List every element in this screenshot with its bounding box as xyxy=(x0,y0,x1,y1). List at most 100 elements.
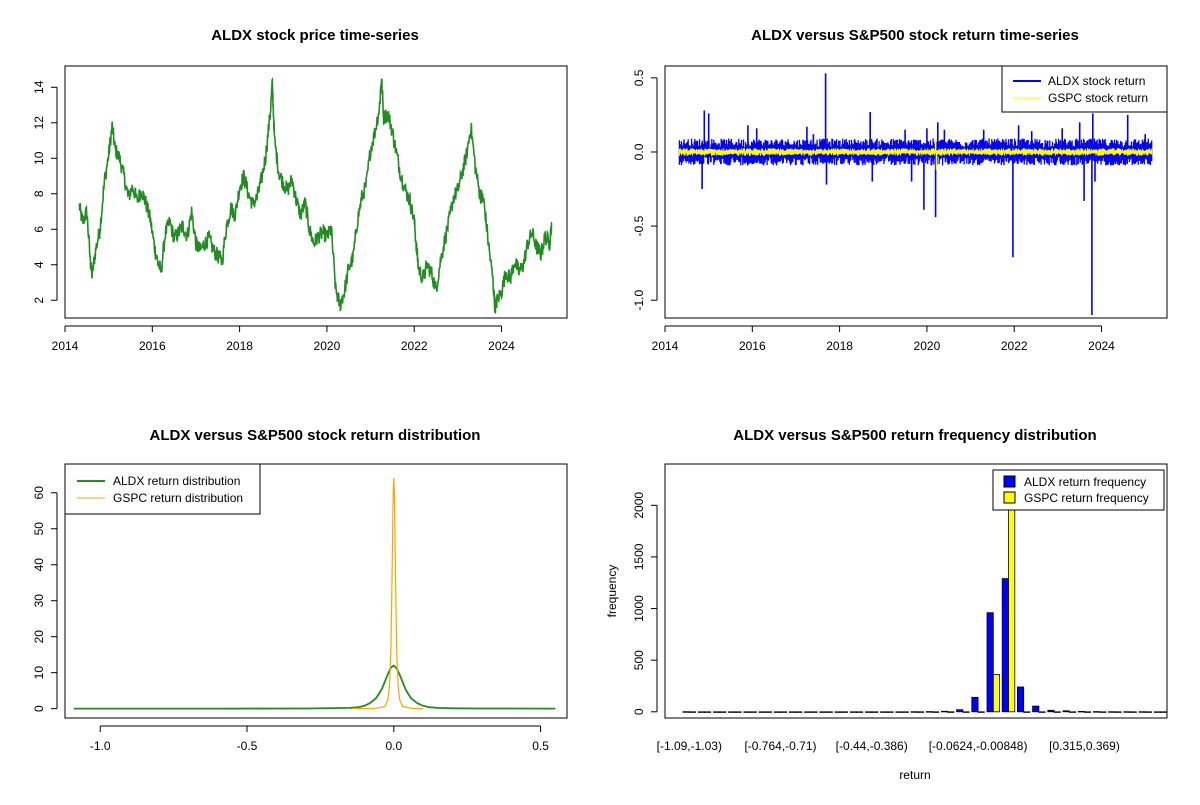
y-tick-label: 0 xyxy=(32,705,46,712)
aldx-frequency-bar xyxy=(941,710,949,713)
x-tick-label: [-0.0624,-0.00848) xyxy=(929,739,1028,753)
gspc-frequency-bar xyxy=(992,674,1000,713)
y-tick-label: 1500 xyxy=(632,543,646,570)
aldx-frequency-bar xyxy=(789,711,797,713)
gspc-frequency-bar xyxy=(1129,711,1137,713)
gspc-frequency-bar xyxy=(1144,711,1153,713)
legend-swatch-gspc xyxy=(1003,491,1016,504)
x-axis: 2014 2016 2018 2020 2022 2024 xyxy=(52,325,515,353)
y-tick-label: 20 xyxy=(32,630,46,644)
aldx-frequency-bar xyxy=(804,711,812,713)
aldx-frequency-bar xyxy=(1153,711,1161,713)
y-tick-label: 4 xyxy=(32,261,46,268)
aldx-frequency-bar xyxy=(697,711,705,713)
x-tick-label: 2016 xyxy=(139,339,166,353)
gspc-frequency-bar xyxy=(1068,711,1077,713)
gspc-frequency-bar xyxy=(749,711,757,713)
x-tick-label: 2022 xyxy=(1001,339,1028,353)
aldx-frequency-bar xyxy=(1138,711,1146,713)
gspc-frequency-bar xyxy=(764,711,772,713)
x-tick-label: 2024 xyxy=(488,339,515,353)
gspc-frequency-bar xyxy=(810,711,818,713)
gspc-frequency-bar xyxy=(780,711,788,713)
x-tick-label: [-0.764,-0.71) xyxy=(744,739,816,753)
gspc-frequency-bar xyxy=(688,711,696,713)
y-tick-label: 500 xyxy=(632,650,646,670)
aldx-frequency-bar xyxy=(1062,710,1070,713)
x-axis-label: return xyxy=(899,768,930,782)
y-tick-label: 8 xyxy=(32,190,46,197)
gspc-density-line xyxy=(352,477,424,710)
x-tick-label: 2018 xyxy=(226,339,253,353)
y-axis: 2 4 6 8 10 12 14 xyxy=(32,80,58,304)
x-axis: [-1.09,-1.03) [-0.764,-0.71) [-0.44,-0.386… xyxy=(657,739,1120,753)
chart-title: ALDX versus S&P500 return frequency dist… xyxy=(733,427,1096,444)
gspc-frequency-bar xyxy=(871,711,879,713)
plot-area xyxy=(73,477,556,710)
x-tick-label: 2020 xyxy=(914,339,941,353)
aldx-frequency-bar xyxy=(773,711,781,713)
panel-frequency: ALDX versus S&P500 return frequency dist… xyxy=(605,427,1168,782)
aldx-frequency-bar xyxy=(865,711,873,713)
gspc-frequency-bar xyxy=(1160,711,1168,713)
y-tick-label: 2000 xyxy=(632,492,646,519)
panel-price: ALDX stock price time-series 2014 2016 201… xyxy=(32,27,568,353)
y-tick-label: 30 xyxy=(32,594,46,608)
gspc-frequency-bar xyxy=(704,711,712,713)
x-tick-label: [-0.44,-0.386) xyxy=(836,739,908,753)
aldx-frequency-bar xyxy=(986,612,994,713)
y-axis: 0 10 20 30 40 50 60 xyxy=(32,486,58,712)
aldx-frequency-bar xyxy=(834,711,842,713)
aldx-frequency-bar xyxy=(971,696,979,713)
aldx-frequency-bar xyxy=(728,711,736,713)
aldx-frequency-bar xyxy=(1108,711,1116,713)
legend-box xyxy=(992,469,1165,511)
x-tick-label: [0.315,0.369) xyxy=(1049,739,1120,753)
aldx-frequency-bar xyxy=(713,711,721,713)
aldx-frequency-bar xyxy=(956,709,964,713)
aldx-frequency-bar xyxy=(895,711,903,713)
y-tick-label: -1.0 xyxy=(632,290,646,311)
gspc-frequency-bar xyxy=(962,711,970,713)
plot-frame xyxy=(664,463,1168,719)
aldx-frequency-bar xyxy=(682,711,690,713)
y-tick-label: 10 xyxy=(32,151,46,165)
x-tick-label: 2016 xyxy=(739,339,766,353)
legend: ALDX stock return GSPC stock return xyxy=(1001,65,1168,113)
legend-box xyxy=(1001,65,1168,113)
gspc-frequency-bar xyxy=(886,711,894,713)
y-tick-label: 0.0 xyxy=(632,143,646,160)
y-tick-label: 1000 xyxy=(632,595,646,622)
gspc-frequency-bar xyxy=(840,711,848,713)
x-tick-label: 2014 xyxy=(52,339,79,353)
x-axis: -1.0 -0.5 0.0 0.5 xyxy=(90,725,549,753)
legend: ALDX return distribution GSPC return dis… xyxy=(64,463,261,515)
x-tick-label: 0.5 xyxy=(532,739,549,753)
aldx-frequency-bar xyxy=(819,711,827,713)
x-tick-label: 2022 xyxy=(401,339,428,353)
panel-distribution: ALDX versus S&P500 stock return distribu… xyxy=(32,427,568,753)
chart-title: ALDX versus S&P500 stock return time-ser… xyxy=(751,27,1079,44)
aldx-density-line xyxy=(73,664,556,710)
y-axis-label: frequency xyxy=(605,565,619,618)
legend-label-gspc: GSPC stock return xyxy=(1048,91,1148,105)
x-tick-label: -1.0 xyxy=(90,739,111,753)
plot-area xyxy=(678,73,1153,315)
x-tick-label: -0.5 xyxy=(237,739,258,753)
gspc-frequency-bar xyxy=(719,711,727,713)
gspc-frequency-bar xyxy=(856,711,864,713)
x-tick-label: 2014 xyxy=(652,339,679,353)
y-tick-label: 40 xyxy=(32,558,46,572)
legend-label-gspc: GSPC return distribution xyxy=(113,491,243,505)
legend-label-gspc: GSPC return frequency xyxy=(1024,491,1149,505)
aldx-frequency-bar xyxy=(743,711,751,713)
aldx-frequency-bar xyxy=(1093,711,1101,713)
x-tick-label: 2024 xyxy=(1088,339,1115,353)
plot-frame xyxy=(64,463,568,719)
aldx-frequency-bar xyxy=(1077,711,1085,713)
aldx-frequency-bar xyxy=(849,711,857,713)
gspc-frequency-bar xyxy=(1084,711,1092,713)
y-tick-label: 60 xyxy=(32,486,46,500)
aldx-frequency-bar xyxy=(1047,709,1055,713)
